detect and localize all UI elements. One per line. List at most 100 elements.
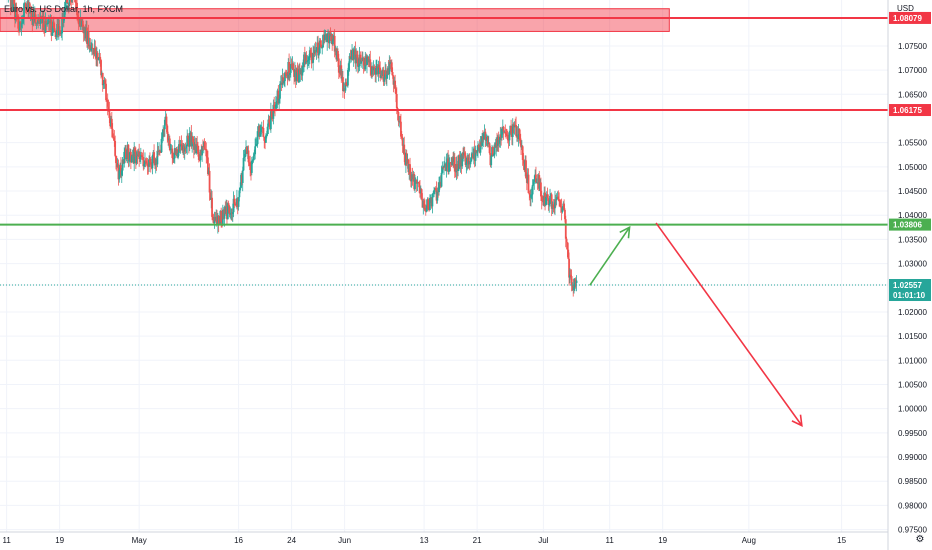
candle-body xyxy=(525,160,527,179)
y-tick-label: 1.07500 xyxy=(898,42,927,51)
candle xyxy=(397,109,400,127)
candle-body xyxy=(409,164,411,175)
candle-body xyxy=(511,124,514,137)
candle-body xyxy=(518,128,521,134)
candle xyxy=(337,53,340,80)
candle-body xyxy=(467,157,469,165)
candle-body xyxy=(140,154,143,156)
candle-body xyxy=(206,156,208,158)
candle-body xyxy=(104,80,107,84)
candle-body xyxy=(267,119,270,127)
candle-body xyxy=(488,143,491,154)
candle-body xyxy=(390,62,393,73)
candle-body xyxy=(265,134,268,136)
candle xyxy=(481,132,484,150)
candle-body xyxy=(201,146,204,156)
candle-body xyxy=(385,74,388,79)
candle-body xyxy=(260,128,262,132)
last-price-tag xyxy=(889,279,931,302)
candle-body xyxy=(552,204,555,209)
candle-body xyxy=(91,47,94,49)
candle xyxy=(59,29,62,37)
candle xyxy=(340,58,343,83)
candle-body xyxy=(275,101,278,105)
candle-body xyxy=(261,126,264,128)
candle-body xyxy=(149,158,151,163)
candle-body xyxy=(482,133,485,140)
candle-body xyxy=(241,170,244,183)
candle xyxy=(515,116,517,138)
candle xyxy=(7,0,9,3)
candle-body xyxy=(394,80,397,90)
x-tick-label: 11 xyxy=(606,536,615,545)
candle xyxy=(53,23,56,33)
candle xyxy=(502,125,505,140)
candle-body xyxy=(567,249,570,259)
candle-body xyxy=(337,50,339,59)
candle xyxy=(308,46,311,65)
candle xyxy=(151,154,154,175)
candle-body xyxy=(456,163,459,171)
candle-body xyxy=(561,207,564,212)
candle-body xyxy=(184,148,187,150)
y-tick-label: 1.05500 xyxy=(898,139,927,148)
candle xyxy=(250,156,253,176)
symbol-title[interactable]: Euro vs. US Dollar, 1h, FXCM xyxy=(4,4,124,14)
candle-body xyxy=(323,34,326,41)
candle-body xyxy=(198,159,201,161)
candle-body xyxy=(203,142,206,149)
last-price-label: 1.02557 xyxy=(893,281,922,290)
level-price-tag xyxy=(889,218,931,231)
gear-icon[interactable]: ⚙ xyxy=(915,534,925,545)
candle-body xyxy=(375,67,377,75)
level-price-tag xyxy=(889,104,931,117)
candle-body xyxy=(142,157,145,167)
candle xyxy=(342,71,344,98)
candle-body xyxy=(30,12,33,17)
candle xyxy=(23,2,25,26)
candle-body xyxy=(254,146,257,155)
candle-body xyxy=(22,17,25,23)
candle-body xyxy=(312,53,315,63)
candle xyxy=(438,176,440,196)
candle-body xyxy=(377,64,380,75)
candle-body xyxy=(566,242,569,250)
x-tick-label: Aug xyxy=(742,536,756,545)
candle-body xyxy=(322,35,324,48)
candle xyxy=(211,190,213,221)
candle xyxy=(106,93,109,116)
candle xyxy=(484,128,487,148)
candle-body xyxy=(94,48,97,55)
candle-body xyxy=(144,160,146,164)
candle-body xyxy=(388,61,391,75)
candle-body xyxy=(168,138,171,150)
candle xyxy=(171,145,174,165)
candle-body xyxy=(438,182,440,193)
candle xyxy=(148,155,151,173)
candle-body xyxy=(125,148,127,159)
level-price-label: 1.06175 xyxy=(893,106,922,115)
candle-body xyxy=(485,139,488,141)
candle-body xyxy=(569,274,572,277)
candle-body xyxy=(403,144,406,155)
candle-body xyxy=(481,136,484,146)
candle-body xyxy=(477,145,480,148)
candle-body xyxy=(285,73,288,77)
candle-body xyxy=(337,58,340,73)
candle xyxy=(415,179,418,192)
candle-body xyxy=(167,133,170,141)
candle xyxy=(301,62,304,82)
candle-body xyxy=(302,65,305,67)
candle-body xyxy=(502,126,505,133)
candle-body xyxy=(463,152,466,156)
candle-body xyxy=(195,144,198,154)
candle-body xyxy=(229,213,232,215)
candle-body xyxy=(425,205,428,212)
candle-body xyxy=(540,196,543,201)
up-arrow-shaft xyxy=(589,226,631,286)
candle xyxy=(431,193,434,214)
candle-body xyxy=(382,69,385,82)
candle xyxy=(505,128,508,139)
candle xyxy=(306,55,309,70)
